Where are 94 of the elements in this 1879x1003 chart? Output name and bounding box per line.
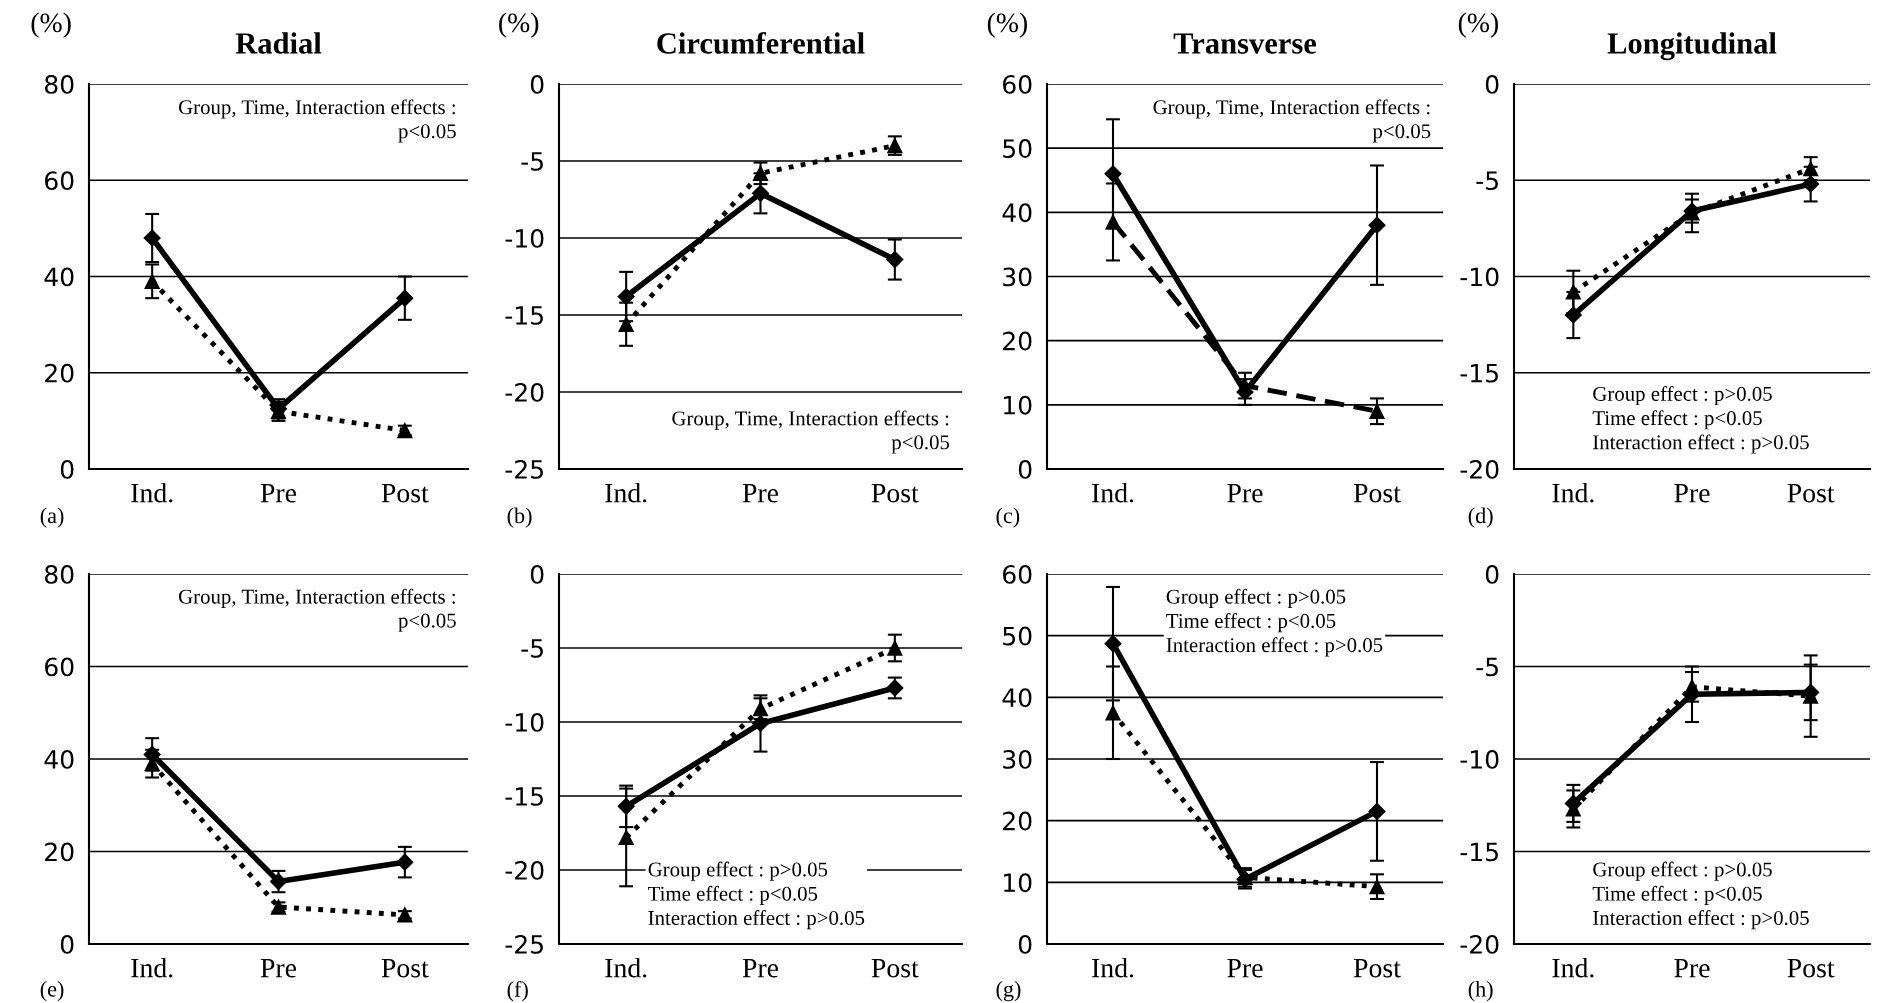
y-tick-label: 0 — [1485, 564, 1499, 584]
y-tick-label: 80 — [44, 74, 74, 94]
x-tick-label: Post — [1353, 483, 1401, 503]
x-tick-label: Post — [1787, 483, 1835, 503]
text: (g) — [996, 981, 1021, 1002]
y-tick-label: 80 — [44, 564, 74, 584]
x-tick-label: Post — [871, 958, 919, 978]
y-tick-label: 10 — [1004, 873, 1032, 893]
y-tick-label: 60 — [45, 171, 74, 191]
y-tick-label: 20 — [45, 363, 74, 383]
y-tick-label: 60 — [45, 657, 74, 677]
text: (d) — [1468, 507, 1493, 528]
y-tick-label: 0 — [530, 74, 544, 94]
y-tick-label: -5 — [1476, 171, 1498, 191]
x-tick-label: Pre — [1227, 483, 1263, 503]
y-tick-label: 40 — [44, 749, 74, 769]
x-tick-label: Post — [1353, 958, 1401, 978]
y-tick-label: -15 — [505, 306, 543, 325]
annotation: Group effect : p>0.05 Time effect : p<0.05 Interaction effect : p>0.05 — [1592, 386, 1809, 454]
text: (h) — [1468, 981, 1493, 1002]
x-tick-label: Ind. — [131, 957, 173, 978]
y-tick-label: 0 — [1485, 74, 1499, 94]
y-tick-label: 0 — [60, 459, 74, 479]
x-tick-label: Ind. — [1092, 957, 1134, 978]
x-tick-label: Pre — [1674, 958, 1710, 978]
x-tick-label: Pre — [260, 958, 297, 978]
y-tick-label: -20 — [1460, 934, 1499, 954]
y-tick-label: 40 — [1002, 688, 1032, 708]
x-tick-label: Post — [1787, 958, 1835, 978]
x-tick-label: Pre — [1674, 483, 1710, 503]
annotation: Group, Time, Interaction effects : p<0.05 — [1153, 99, 1431, 143]
x-tick-label: Post — [871, 483, 919, 503]
annotation: Group, Time, Interaction effects : p<0.05 — [178, 99, 456, 143]
y-tick-label: -10 — [1460, 267, 1499, 287]
annotation: Group effect : p>0.05 Time effect : p<0.05 Interaction effect : p>0.05 — [1166, 588, 1383, 657]
text: (a) — [40, 507, 64, 528]
x-tick-label: Pre — [742, 483, 779, 503]
y-tick-label: 50 — [1003, 139, 1032, 159]
chart-title: Longitudinal — [1607, 32, 1777, 61]
y-tick-label: -5 — [521, 639, 543, 658]
annotation: Group effect : p>0.05 Time effect : p<0.05 Interaction effect : p>0.05 — [1592, 861, 1809, 930]
y-tick-label: -10 — [505, 712, 544, 732]
x-tick-label: Post — [381, 483, 429, 503]
y-tick-label: 0 — [60, 934, 74, 954]
annotation: Group, Time, Interaction effects : p<0.05 — [672, 410, 950, 454]
y-tick-label: 30 — [1003, 267, 1032, 287]
y-tick-label: -5 — [1476, 657, 1498, 677]
y-tick-label: -10 — [1460, 749, 1499, 769]
y-tick-label: -15 — [1460, 364, 1498, 383]
y-axis-title: (%) — [987, 12, 1027, 38]
y-tick-label: -25 — [505, 459, 543, 479]
text: (b) — [507, 507, 532, 528]
text: (c) — [996, 507, 1020, 528]
y-tick-label: -20 — [1460, 459, 1499, 479]
y-tick-label: 0 — [530, 564, 544, 584]
y-tick-label: -20 — [505, 382, 544, 402]
x-tick-label: Ind. — [1552, 957, 1594, 978]
text: (e) — [40, 981, 64, 1002]
chart-title: Circumferential — [657, 31, 865, 54]
y-tick-label: 30 — [1003, 749, 1032, 769]
text: (f) — [507, 981, 528, 1002]
x-tick-label: Ind. — [131, 482, 173, 503]
y-tick-label: -15 — [1460, 842, 1498, 862]
y-tick-label: 0 — [1018, 459, 1032, 479]
annotation: Group, Time, Interaction effects : p<0.05 — [178, 588, 456, 632]
y-tick-label: -20 — [505, 860, 544, 880]
y-tick-label: 40 — [44, 267, 74, 287]
y-tick-label: -15 — [505, 787, 543, 806]
y-tick-label: -5 — [521, 152, 543, 171]
y-tick-label: 50 — [1003, 626, 1032, 646]
x-tick-label: Pre — [260, 483, 297, 503]
y-tick-label: 0 — [1018, 934, 1032, 954]
chart-title: Transverse — [1173, 33, 1317, 54]
y-tick-label: -25 — [505, 934, 543, 954]
y-tick-label: 20 — [1003, 331, 1032, 351]
chart-title: Radial — [235, 32, 322, 54]
y-axis-title: (%) — [1458, 12, 1498, 38]
y-tick-label: 60 — [1003, 74, 1032, 94]
y-tick-label: 20 — [1003, 811, 1032, 831]
x-tick-label: Ind. — [605, 957, 647, 978]
y-tick-label: 40 — [1002, 203, 1032, 223]
annotation: Group effect : p>0.05 Time effect : p<0.05 Interaction effect : p>0.05 — [648, 861, 865, 930]
y-axis-title: (%) — [31, 12, 71, 38]
x-tick-label: Pre — [742, 958, 779, 978]
x-tick-label: Pre — [1227, 958, 1263, 978]
y-tick-label: -10 — [505, 228, 544, 248]
y-tick-label: 10 — [1004, 395, 1032, 415]
y-axis-title: (%) — [499, 12, 539, 38]
y-tick-label: 60 — [1003, 564, 1032, 584]
x-tick-label: Ind. — [605, 482, 647, 503]
x-tick-label: Ind. — [1552, 482, 1594, 503]
y-tick-label: 20 — [45, 842, 74, 862]
x-tick-label: Ind. — [1092, 482, 1134, 503]
x-tick-label: Post — [381, 958, 429, 978]
